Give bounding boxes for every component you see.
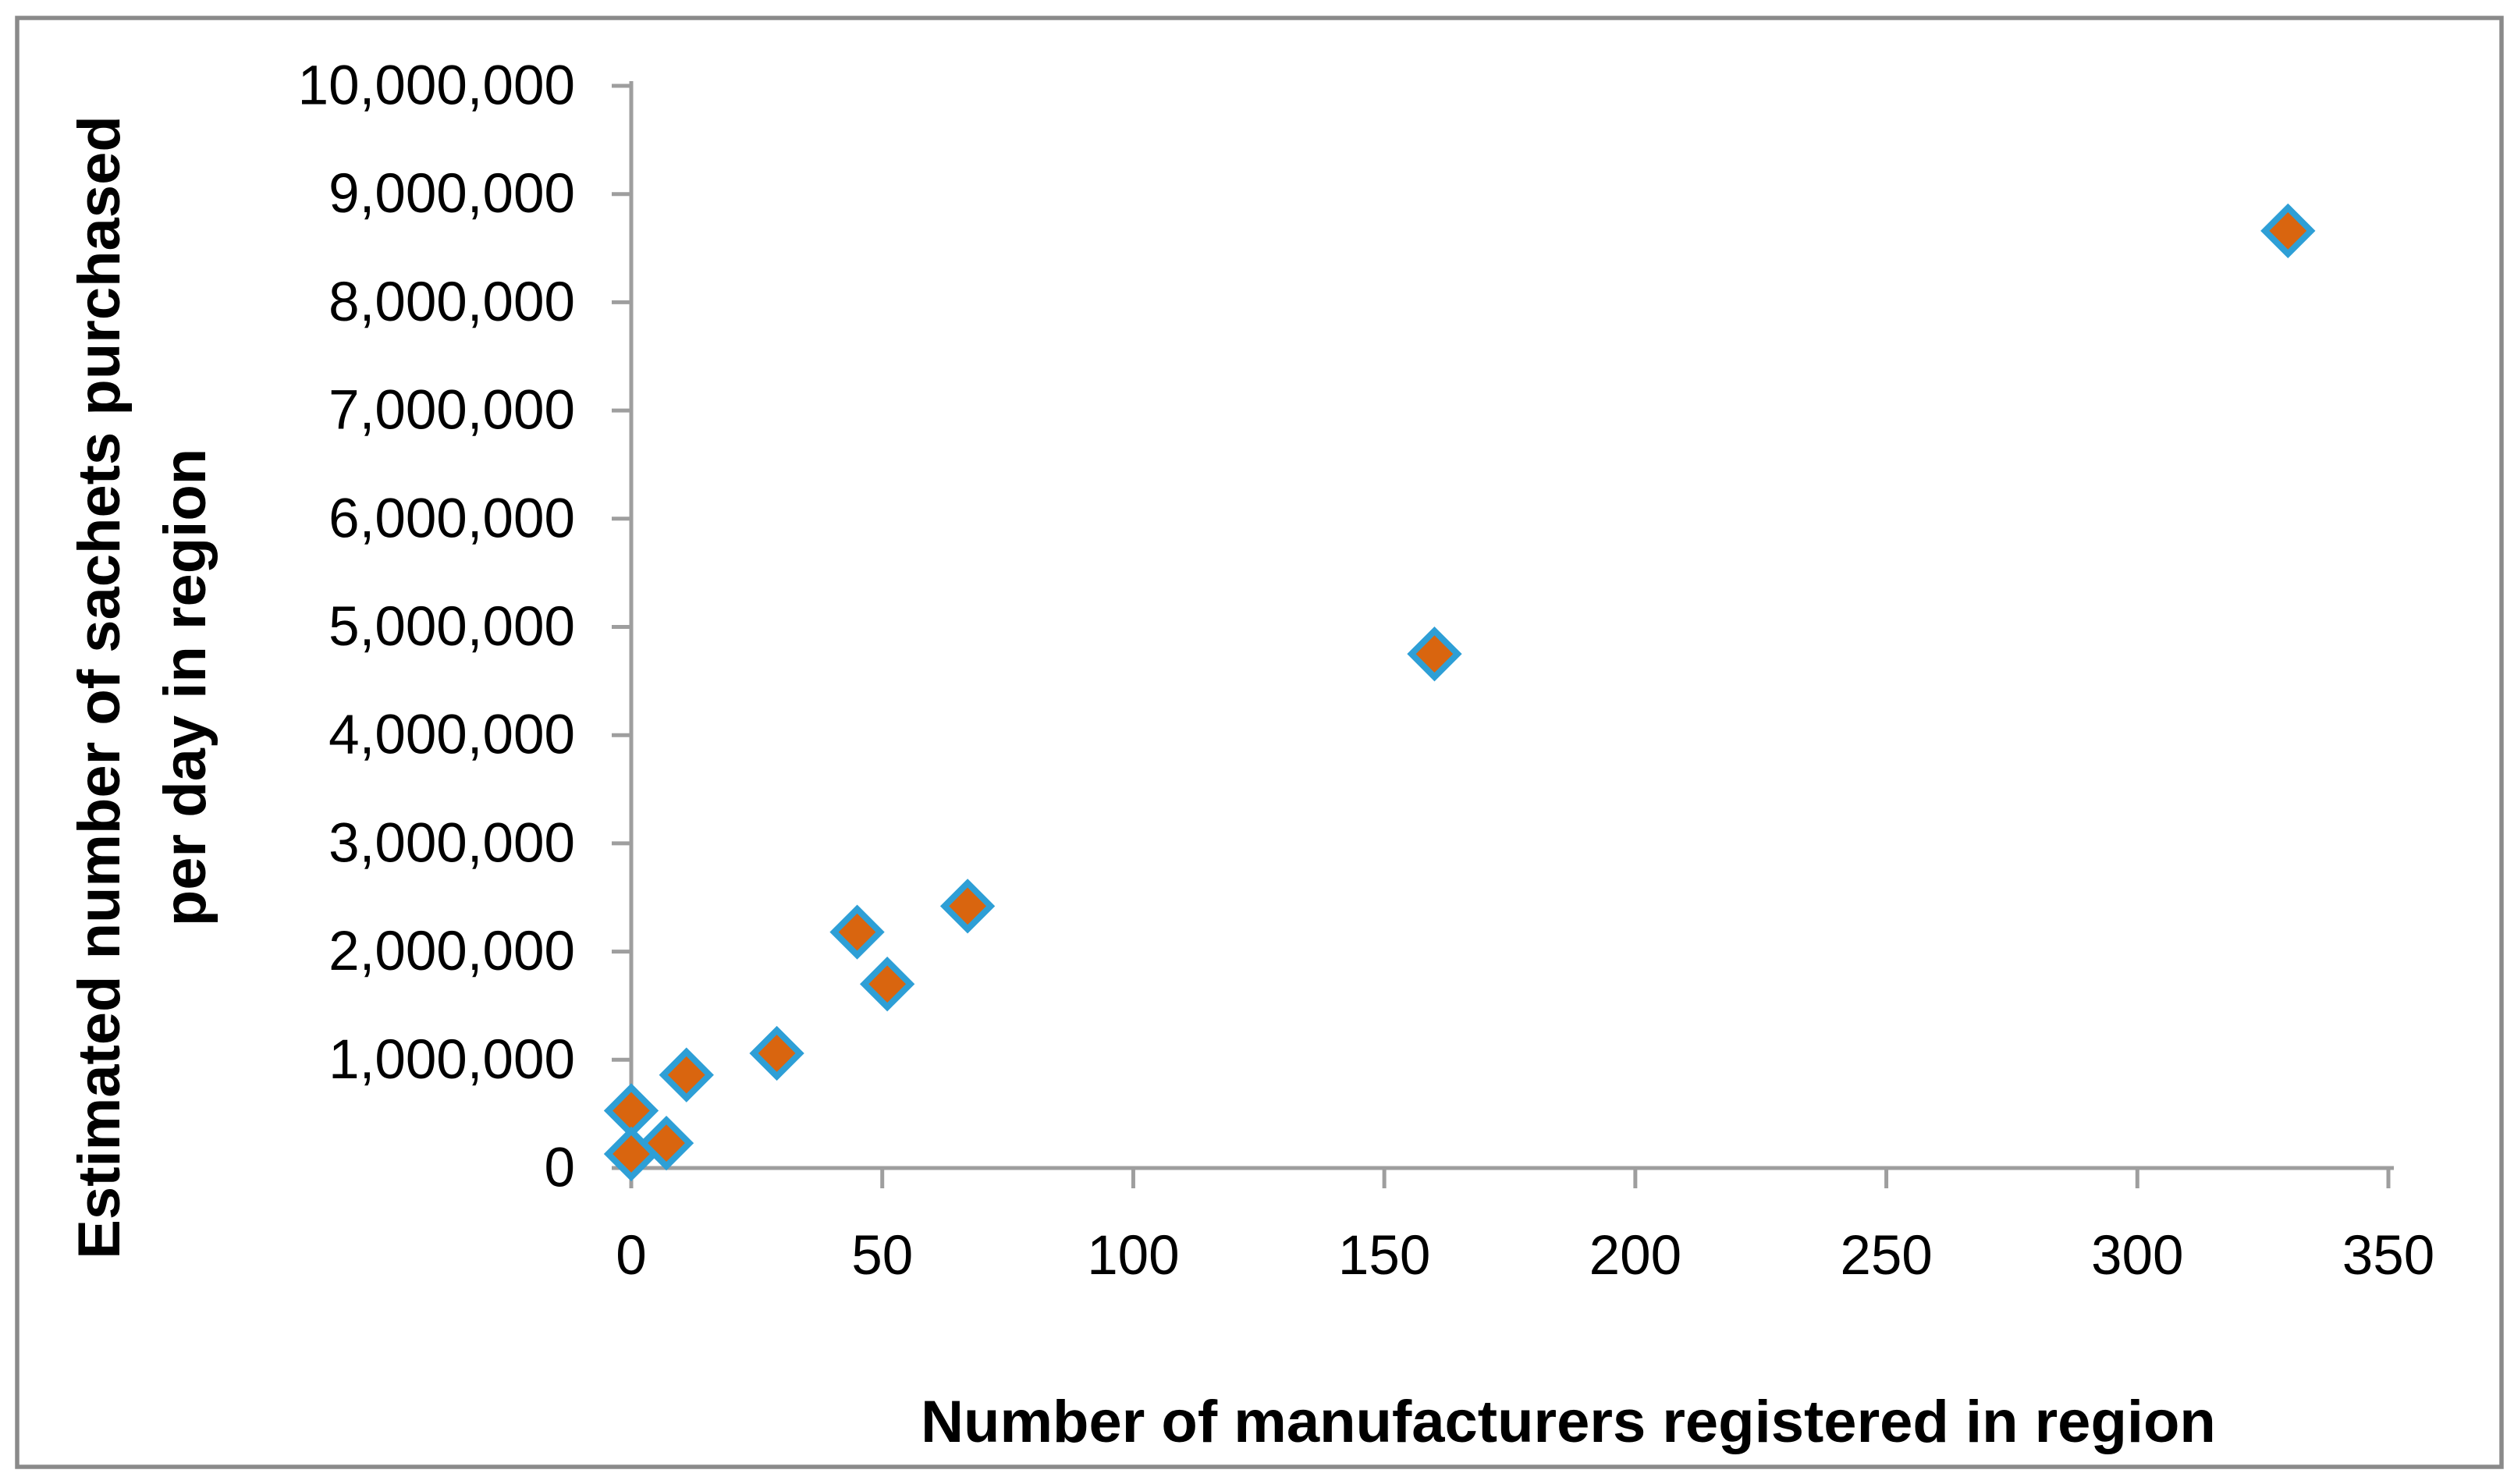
data-point-marker <box>659 1047 714 1102</box>
data-point-marker <box>829 904 885 960</box>
y-tick-label: 6,000,000 <box>328 488 575 549</box>
chart-border <box>15 16 2504 1469</box>
x-tick-label: 100 <box>1087 1225 1179 1287</box>
y-axis-title-line2: per day in region <box>152 449 218 926</box>
x-tick-label: 250 <box>1840 1225 1932 1287</box>
data-points <box>603 203 2316 1182</box>
data-point-marker <box>1407 627 1462 682</box>
data-point-marker <box>2260 203 2316 259</box>
data-point-marker <box>749 1025 804 1081</box>
data-point-marker <box>638 1115 694 1171</box>
y-tick-label: 2,000,000 <box>328 921 575 982</box>
y-axis-title: Estimated number of sachets purchased pe… <box>66 115 218 1259</box>
y-tick-label: 1,000,000 <box>328 1029 575 1091</box>
y-tick-label: 0 <box>545 1138 576 1199</box>
x-axis-title: Number of manufacturers registered in re… <box>921 1389 2216 1455</box>
x-tick-label: 350 <box>2342 1225 2434 1287</box>
x-tick-label: 300 <box>2091 1225 2183 1287</box>
y-axis: 0 1,000,000 2,000,000 3,000,000 4,000,000 5,0… <box>298 55 634 1199</box>
y-tick-label: 7,000,000 <box>328 380 575 442</box>
y-axis-tick-labels: 0 1,000,000 2,000,000 3,000,000 4,000,000 5,0… <box>298 55 575 1199</box>
x-tick-label: 0 <box>616 1225 647 1287</box>
x-axis: 0 50 100 150 200 250 300 350 <box>616 1166 2434 1287</box>
x-tick-label: 150 <box>1338 1225 1430 1287</box>
y-tick-label: 5,000,000 <box>328 596 575 658</box>
data-point-marker <box>939 879 996 934</box>
y-axis-title-line1: Estimated number of sachets purchased <box>66 115 133 1259</box>
y-axis-ticks <box>612 83 631 1170</box>
data-point-marker <box>859 957 915 1012</box>
x-tick-label: 200 <box>1589 1225 1681 1287</box>
y-tick-label: 3,000,000 <box>328 812 575 874</box>
x-axis-ticks <box>629 1168 2391 1188</box>
y-tick-label: 9,000,000 <box>328 163 575 225</box>
x-tick-label: 50 <box>851 1225 913 1287</box>
y-tick-label: 4,000,000 <box>328 705 575 766</box>
y-tick-label: 8,000,000 <box>328 272 575 333</box>
x-axis-tick-labels: 0 50 100 150 200 250 300 350 <box>616 1225 2434 1287</box>
y-tick-label: 10,000,000 <box>298 55 575 117</box>
